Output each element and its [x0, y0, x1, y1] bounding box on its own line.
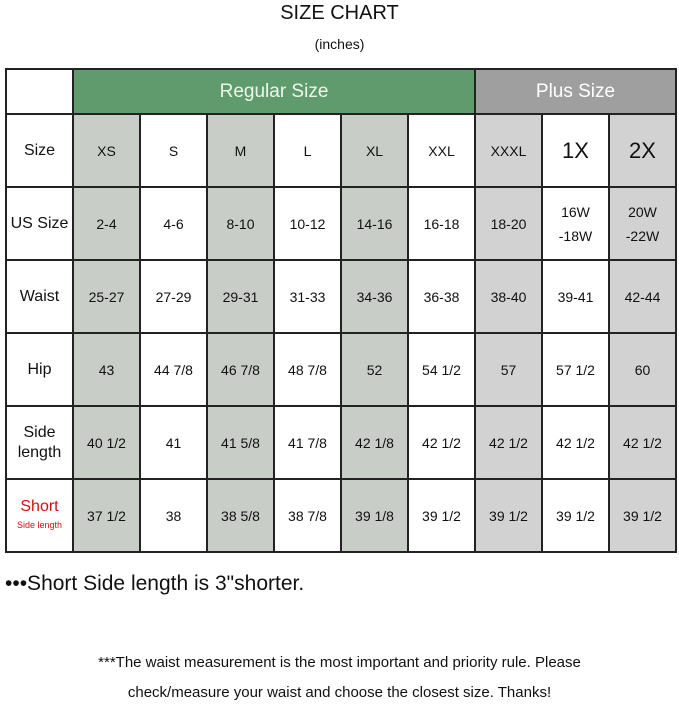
- table-row: Hip 43 44 7/8 46 7/8 48 7/8 52 54 1/2 57 57 1/2 6…: [5, 332, 677, 407]
- row-label: Waist: [5, 259, 74, 334]
- table-row: Size XS S M L XL XXL XXXL 1X 2X: [5, 113, 677, 188]
- row-label: Size: [5, 113, 74, 188]
- table-cell: 40 1/2: [72, 405, 141, 480]
- table-cell: 60: [608, 332, 677, 407]
- table-cell: 31-33: [273, 259, 342, 334]
- waist-note: ***The waist measurement is the most imp…: [0, 648, 679, 708]
- table-cell: L: [273, 113, 342, 188]
- table-cell: 41 7/8: [273, 405, 342, 480]
- row-label-subtext: Side length: [16, 519, 63, 530]
- table-cell: 52: [340, 332, 409, 407]
- table-cell: 42-44: [608, 259, 677, 334]
- row-label: Side length: [5, 405, 74, 480]
- table-cell: 4-6: [139, 186, 208, 261]
- table-cell: XL: [340, 113, 409, 188]
- table-cell: 42 1/2: [407, 405, 476, 480]
- table-cell: 38 7/8: [273, 478, 342, 553]
- table-cell: 57 1/2: [541, 332, 610, 407]
- table-cell: XXXL: [474, 113, 543, 188]
- group-header-row: Regular Size Plus Size: [5, 68, 677, 115]
- table-cell: 39 1/2: [541, 478, 610, 553]
- chart-title: SIZE CHART: [280, 2, 399, 24]
- table-cell: 16-18: [407, 186, 476, 261]
- plus-size-header: Plus Size: [474, 68, 677, 115]
- table-row: Side length 40 1/2 41 41 5/8 41 7/8 42 1/8 42 …: [5, 405, 677, 480]
- table-cell: 2-4: [72, 186, 141, 261]
- table-cell: 42 1/2: [541, 405, 610, 480]
- table-cell: 10-12: [273, 186, 342, 261]
- table-cell: XS: [72, 113, 141, 188]
- table-cell: 20W -22W: [608, 186, 677, 261]
- waist-note-line-2: check/measure your waist and choose the …: [127, 684, 552, 701]
- table-cell: 27-29: [139, 259, 208, 334]
- table-cell: 1X: [541, 113, 610, 188]
- table-cell: 39 1/2: [474, 478, 543, 553]
- table-cell: 43: [72, 332, 141, 407]
- row-label: Hip: [5, 332, 74, 407]
- table-cell: 39 1/2: [608, 478, 677, 553]
- table-cell: 46 7/8: [206, 332, 275, 407]
- table-cell: 37 1/2: [72, 478, 141, 553]
- table-cell: 41: [139, 405, 208, 480]
- table-cell: 36-38: [407, 259, 476, 334]
- table-cell: 39 1/8: [340, 478, 409, 553]
- table-cell: 38: [139, 478, 208, 553]
- table-cell: 14-16: [340, 186, 409, 261]
- size-table: Regular Size Plus Size Size XS S M L XL XXL XXX…: [5, 68, 677, 553]
- table-row: Short Side length 37 1/2 38 38 5/8 38 7/8 39 1…: [5, 478, 677, 553]
- table-cell: 38 5/8: [206, 478, 275, 553]
- table-cell: 42 1/2: [474, 405, 543, 480]
- row-label: Short Side length: [5, 478, 74, 553]
- table-cell: 39 1/2: [407, 478, 476, 553]
- table-cell: 34-36: [340, 259, 409, 334]
- chart-subtitle: (inches): [314, 36, 365, 52]
- row-label-text: Short: [20, 497, 59, 515]
- table-cell: 42 1/8: [340, 405, 409, 480]
- table-row: US Size 2-4 4-6 8-10 10-12 14-16 16-18 18-20 16W…: [5, 186, 677, 261]
- table-cell: XXL: [407, 113, 476, 188]
- table-cell: 44 7/8: [139, 332, 208, 407]
- table-cell: 54 1/2: [407, 332, 476, 407]
- table-cell: 18-20: [474, 186, 543, 261]
- table-cell: 38-40: [474, 259, 543, 334]
- table-cell: S: [139, 113, 208, 188]
- table-cell: 16W -18W: [541, 186, 610, 261]
- short-length-note: •••Short Side length is 3"shorter.: [5, 572, 305, 595]
- waist-note-line-1: ***The waist measurement is the most imp…: [98, 654, 581, 671]
- table-cell: 39-41: [541, 259, 610, 334]
- corner-cell: [5, 68, 74, 115]
- table-cell: 42 1/2: [608, 405, 677, 480]
- table-cell: 8-10: [206, 186, 275, 261]
- table-cell: 41 5/8: [206, 405, 275, 480]
- regular-size-header: Regular Size: [72, 68, 476, 115]
- table-cell: M: [206, 113, 275, 188]
- table-cell: 25-27: [72, 259, 141, 334]
- table-cell: 29-31: [206, 259, 275, 334]
- table-cell: 2X: [608, 113, 677, 188]
- table-cell: 48 7/8: [273, 332, 342, 407]
- row-label: US Size: [5, 186, 74, 261]
- table-row: Waist 25-27 27-29 29-31 31-33 34-36 36-38 38-40…: [5, 259, 677, 334]
- table-cell: 57: [474, 332, 543, 407]
